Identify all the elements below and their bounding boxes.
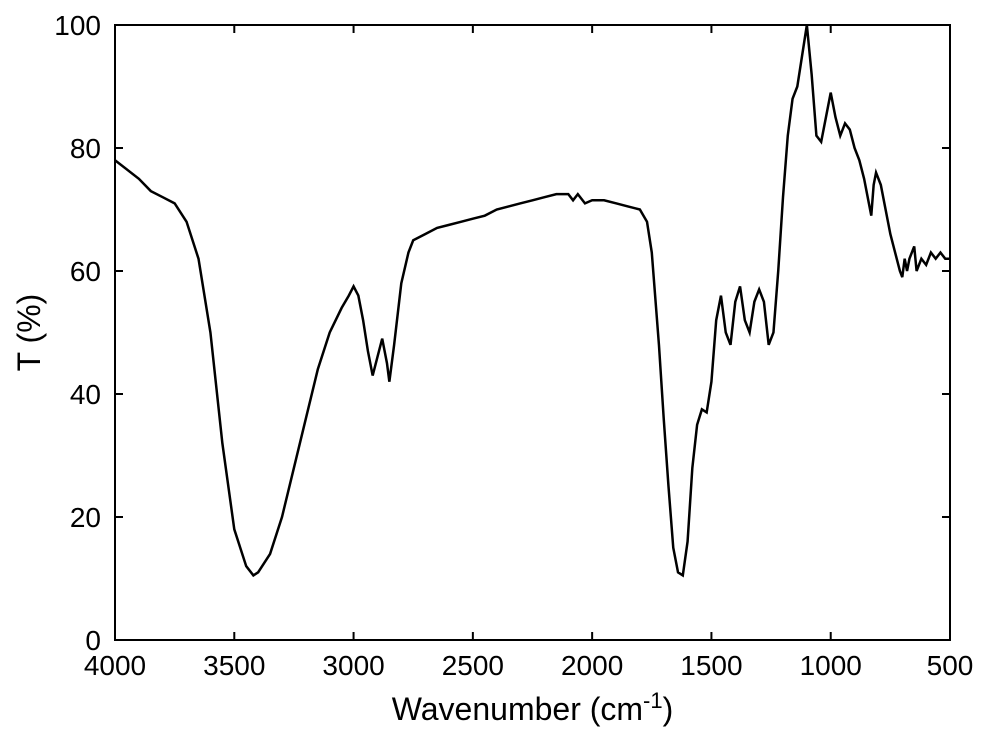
x-tick-label: 2000	[561, 650, 623, 681]
spectrum-line	[115, 25, 950, 575]
y-tick-label: 0	[85, 625, 101, 656]
x-tick-label: 1000	[800, 650, 862, 681]
x-axis-label: Wavenumber (cm-1)	[392, 688, 674, 728]
y-tick-label: 60	[70, 256, 101, 287]
x-tick-label: 1500	[680, 650, 742, 681]
y-tick-label: 80	[70, 133, 101, 164]
y-axis-label: T (%)	[11, 294, 47, 372]
y-tick-label: 40	[70, 379, 101, 410]
chart-svg: 4000350030002500200015001000500020406080…	[0, 0, 1000, 745]
y-tick-label: 100	[54, 10, 101, 41]
x-tick-label: 500	[927, 650, 974, 681]
x-tick-label: 3000	[322, 650, 384, 681]
y-tick-label: 20	[70, 502, 101, 533]
x-tick-label: 2500	[442, 650, 504, 681]
x-tick-label: 3500	[203, 650, 265, 681]
ir-spectrum-chart: 4000350030002500200015001000500020406080…	[0, 0, 1000, 745]
